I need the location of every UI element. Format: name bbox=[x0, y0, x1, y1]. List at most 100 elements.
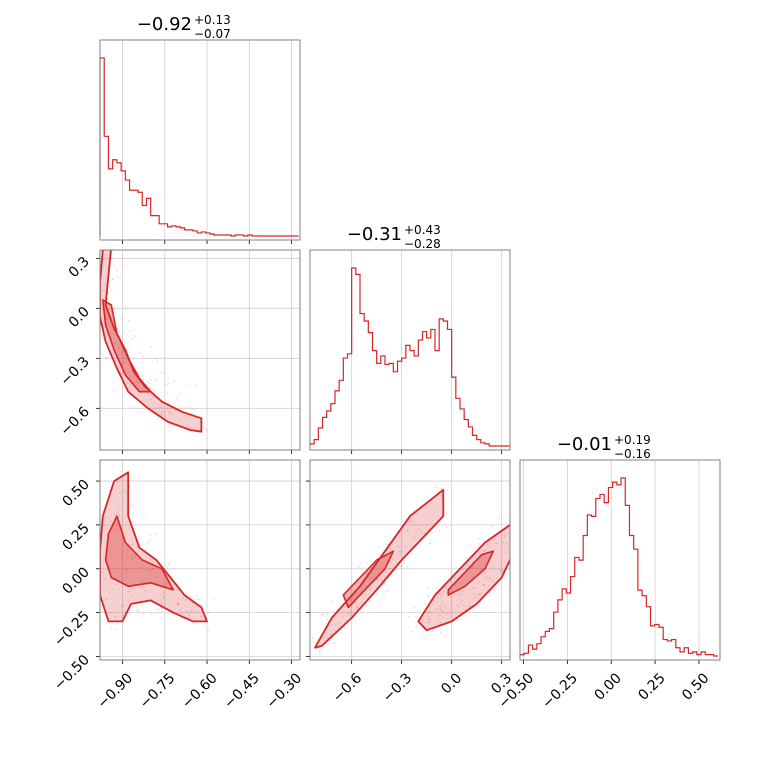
scatter-panel-2-1-sample-point bbox=[398, 550, 401, 553]
scatter-panel-2-1-sample-point bbox=[438, 593, 441, 596]
scatter-panel-1-0-sample-point bbox=[177, 394, 180, 397]
scatter-panel-2-0-sample-point bbox=[159, 599, 162, 601]
xtick-label-p1-2: 0.0 bbox=[438, 670, 465, 697]
scatter-panel-1-0-sample-point bbox=[150, 398, 153, 401]
scatter-panel-1-0-sample-point bbox=[147, 381, 149, 383]
hist-panel-2-step-line bbox=[519, 477, 718, 657]
hist-panel-1-bin-28 bbox=[427, 338, 431, 446]
hist-panel-2-bin-23 bbox=[617, 485, 621, 656]
scatter-panel-1-0-sample-point bbox=[96, 337, 98, 339]
scatter-panel-2-1-sample-point bbox=[432, 630, 434, 633]
scatter-panel-2-1-sample-point bbox=[327, 636, 330, 639]
hist-panel-0-bin-12 bbox=[151, 216, 155, 236]
scatter-panel-1-0-sample-point bbox=[170, 423, 173, 426]
scatter-panel-2-1-sample-point bbox=[366, 562, 369, 565]
scatter-panel-1-0-sample-point bbox=[156, 358, 158, 361]
scatter-panel-1-0-sample-point bbox=[122, 264, 124, 267]
scatter-panel-2-0-sample-point bbox=[143, 517, 145, 520]
hist-panel-2-bin-12 bbox=[571, 577, 575, 656]
scatter-panel-2-1-sample-point bbox=[498, 517, 501, 520]
hist-panel-2-bin-7 bbox=[549, 629, 553, 656]
scatter-panel-2-1-sample-point bbox=[428, 610, 431, 613]
scatter-panel-2-0-sample-point bbox=[198, 598, 201, 600]
scatter-panel-2-1-sample-point bbox=[356, 606, 359, 609]
scatter-panel-2-1-sample-point bbox=[503, 531, 506, 533]
scatter-panel-2-0-sample-point bbox=[203, 625, 206, 628]
ytick-label-p1-1: 0.0 bbox=[66, 304, 93, 331]
hist-panel-2-bin-20 bbox=[604, 503, 608, 656]
scatter-panel-2-0-sample-point bbox=[146, 584, 149, 586]
scatter-panel-2-1-sample-point bbox=[434, 486, 437, 489]
hist-panel-2-bin-0 bbox=[520, 655, 524, 656]
scatter-panel-2-0-sample-point bbox=[116, 527, 119, 530]
scatter-panel-2-1-sample-point bbox=[383, 582, 385, 585]
hist-panel-1-bin-12 bbox=[360, 314, 364, 446]
hist-panel-0-bin-27 bbox=[214, 235, 218, 236]
scatter-panel-2-1-sample-point bbox=[343, 626, 346, 629]
scatter-panel-2-1-sample-point bbox=[501, 571, 504, 573]
scatter-panel-2-0-sample-point bbox=[117, 566, 120, 568]
hist-panel-0-bin-20 bbox=[185, 230, 189, 236]
hist-panel-1-bin-8 bbox=[343, 358, 347, 446]
hist-panel-1-bin-19 bbox=[389, 363, 393, 446]
scatter-panel-2-1-sample-point bbox=[308, 637, 310, 639]
scatter-panel-2-1-sample-point bbox=[440, 488, 442, 491]
hist-panel-1-bin-37 bbox=[464, 420, 468, 446]
hist-panel-2-bin-40 bbox=[688, 653, 692, 656]
scatter-panel-2-0-sample-point bbox=[134, 556, 137, 559]
scatter-panel-2-0-sample-point bbox=[127, 547, 130, 550]
scatter-panel-2-0-sample-point bbox=[131, 594, 134, 597]
scatter-panel-2-1-sample-point bbox=[449, 610, 452, 612]
scatter-panel-2-1-sample-point bbox=[487, 577, 489, 579]
scatter-panel-2-0-sample-point bbox=[115, 583, 118, 586]
scatter-panel-2-1-sample-point bbox=[461, 599, 464, 602]
scatter-panel-2-1-sample-point bbox=[400, 565, 402, 568]
scatter-panel-2-1-sample-point bbox=[365, 594, 367, 596]
scatter-panel-2-1-sample-point bbox=[325, 613, 328, 615]
scatter-panel-2-1-sample-point bbox=[362, 593, 365, 596]
scatter-panel-1-0-sample-point bbox=[111, 278, 114, 280]
hist-panel-2-bin-17 bbox=[592, 516, 596, 656]
scatter-panel-2-0-sample-point bbox=[195, 611, 198, 614]
scatter-panel-2-1-contour-outer bbox=[417, 524, 510, 632]
scatter-panel-2-1-sample-point bbox=[354, 601, 356, 604]
scatter-panel-2-1-sample-point bbox=[406, 565, 409, 568]
scatter-panel-1-0-sample-point bbox=[101, 289, 104, 291]
scatter-panel-2-1-sample-point bbox=[414, 528, 416, 531]
scatter-panel-2-1-sample-point bbox=[450, 603, 453, 605]
scatter-panel-2-1-sample-point bbox=[369, 576, 372, 579]
scatter-panel-2-0-sample-point bbox=[163, 595, 166, 597]
scatter-panel-2-0-sample-point bbox=[191, 610, 193, 613]
scatter-panel-1-0-sample-point bbox=[141, 355, 144, 358]
scatter-panel-2-1-sample-point bbox=[357, 566, 360, 569]
scatter-panel-2-1-sample-point bbox=[427, 617, 430, 620]
xtick-label-p0-4: −0.30 bbox=[264, 670, 306, 712]
scatter-panel-1-0-sample-point bbox=[189, 427, 192, 429]
scatter-panel-2-1-sample-point bbox=[400, 550, 402, 553]
scatter-panel-2-0-sample-point bbox=[124, 491, 127, 494]
scatter-panel-1-0-bg bbox=[100, 250, 300, 450]
xtick-label-p2-1: −0.25 bbox=[539, 670, 581, 712]
scatter-panel-2-1-sample-point bbox=[377, 571, 379, 574]
scatter-panel-1-0-sample-point bbox=[160, 413, 163, 416]
scatter-panel-2-1-sample-point bbox=[352, 596, 355, 599]
scatter-panel-2-1-sample-point bbox=[480, 568, 483, 571]
scatter-panel-1-0-sample-point bbox=[169, 414, 172, 417]
hist-panel-2-bin-19 bbox=[600, 494, 604, 656]
scatter-panel-2-1-sample-point bbox=[334, 624, 336, 627]
scatter-panel-2-1-sample-point bbox=[444, 605, 447, 608]
scatter-panel-2-1-sample-point bbox=[346, 612, 349, 615]
scatter-panel-2-1-sample-point bbox=[416, 512, 419, 515]
scatter-panel-2-1-sample-point bbox=[349, 613, 351, 616]
scatter-panel-2-1-sample-point bbox=[471, 576, 474, 579]
scatter-panel-2-0-sample-point bbox=[142, 612, 145, 615]
scatter-panel-1-0-sample-point bbox=[97, 282, 99, 284]
title-plus-1: +0.43 bbox=[404, 223, 441, 237]
hist-panel-2-bin-16 bbox=[587, 515, 591, 656]
scatter-panel-1-0-contour-inner bbox=[102, 299, 152, 393]
scatter-panel-2-1-sample-point bbox=[490, 525, 493, 528]
scatter-panel-1-0-sample-point bbox=[116, 289, 119, 292]
hist-panel-2-bin-28 bbox=[638, 590, 642, 656]
scatter-panel-2-0-sample-point bbox=[157, 608, 160, 611]
scatter-panel-2-1-sample-point bbox=[447, 484, 450, 487]
